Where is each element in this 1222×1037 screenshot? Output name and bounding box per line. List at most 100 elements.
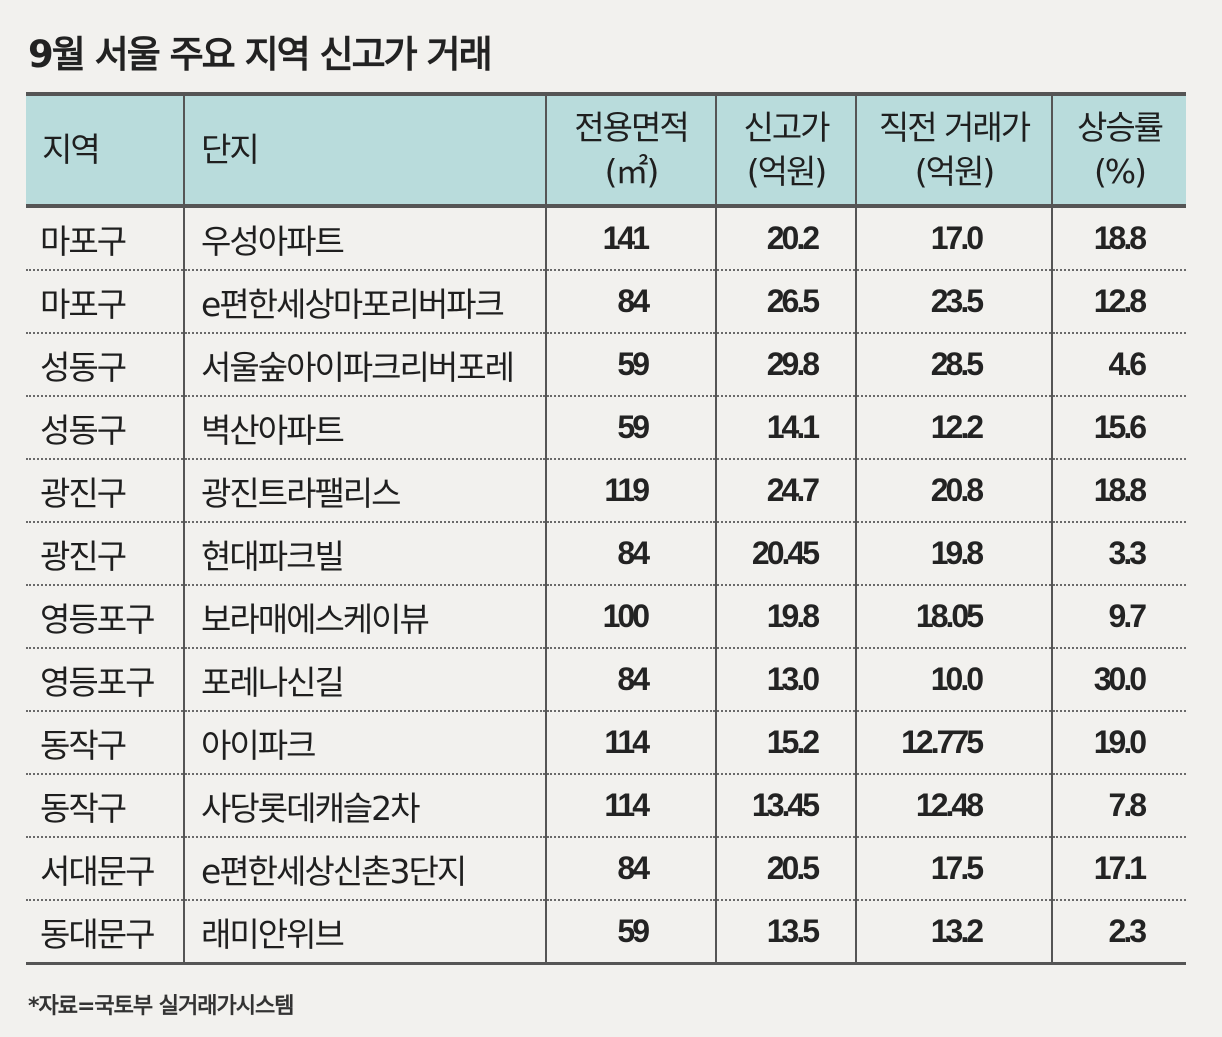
cell-region: 동작구 [26, 774, 184, 838]
cell-new-price: 20.45 [715, 522, 856, 586]
cell-region: 영등포구 [26, 648, 184, 712]
cell-new-price: 19.8 [715, 585, 856, 649]
table-row: 동작구 아이파크 114 15.2 12.775 19.0 [26, 711, 1186, 775]
cell-rate: 15.6 [1051, 396, 1186, 460]
cell-prev-price: 23.5 [855, 270, 1052, 334]
cell-prev-price: 10.0 [855, 648, 1052, 712]
cell-region: 광진구 [26, 459, 184, 523]
cell-area: 100 [545, 585, 716, 649]
cell-region: 마포구 [26, 270, 184, 334]
cell-complex: 보라매에스케이뷰 [183, 585, 546, 649]
table-row: 광진구 현대파크빌 84 20.45 19.8 3.3 [26, 522, 1186, 586]
cell-area: 114 [545, 774, 716, 838]
cell-rate: 30.0 [1051, 648, 1186, 712]
cell-new-price: 13.45 [715, 774, 856, 838]
cell-region: 성동구 [26, 396, 184, 460]
source-note: *자료=국토부 실거래가시스템 [28, 994, 294, 1019]
cell-area: 114 [545, 711, 716, 775]
cell-prev-price: 17.0 [855, 206, 1052, 271]
cell-prev-price: 20.8 [855, 459, 1052, 523]
cell-area: 84 [545, 648, 716, 712]
cell-prev-price: 13.2 [855, 900, 1052, 965]
cell-new-price: 26.5 [715, 270, 856, 334]
header-rate-unit: (%) [1093, 152, 1147, 191]
table-row: 성동구 서울숲아이파크리버포레 59 29.8 28.5 4.6 [26, 333, 1186, 397]
header-rate-label: 상승률 [1076, 108, 1164, 147]
header-area: 전용면적 (㎡) [545, 92, 716, 208]
cell-complex: 현대파크빌 [183, 522, 546, 586]
cell-region: 서대문구 [26, 837, 184, 901]
cell-new-price: 20.5 [715, 837, 856, 901]
cell-area: 84 [545, 270, 716, 334]
cell-prev-price: 12.48 [855, 774, 1052, 838]
cell-rate: 3.3 [1051, 522, 1186, 586]
table-row: 서대문구 e편한세상신촌3단지 84 20.5 17.5 17.1 [26, 837, 1186, 901]
cell-region: 동대문구 [26, 900, 184, 965]
header-complex: 단지 [183, 92, 546, 208]
table-row: 동대문구 래미안위브 59 13.5 13.2 2.3 [26, 900, 1186, 965]
cell-area: 119 [545, 459, 716, 523]
table-title: 9월 서울 주요 지역 신고가 거래 [28, 33, 493, 76]
cell-complex: e편한세상마포리버파크 [183, 270, 546, 334]
cell-new-price: 13.5 [715, 900, 856, 965]
cell-complex: 포레나신길 [183, 648, 546, 712]
header-prev-price-unit: (억원) [914, 152, 995, 191]
table-row: 동작구 사당롯데캐슬2차 114 13.45 12.48 7.8 [26, 774, 1186, 838]
table-row: 마포구 우성아파트 141 20.2 17.0 18.8 [26, 206, 1186, 271]
cell-area: 84 [545, 522, 716, 586]
header-new-price-unit: (억원) [746, 152, 827, 191]
cell-prev-price: 12.2 [855, 396, 1052, 460]
cell-rate: 17.1 [1051, 837, 1186, 901]
cell-region: 동작구 [26, 711, 184, 775]
cell-region: 광진구 [26, 522, 184, 586]
header-region: 지역 [26, 92, 184, 208]
cell-prev-price: 12.775 [855, 711, 1052, 775]
header-new-price: 신고가 (억원) [715, 92, 856, 208]
cell-complex: 우성아파트 [183, 206, 546, 271]
cell-region: 영등포구 [26, 585, 184, 649]
cell-new-price: 29.8 [715, 333, 856, 397]
cell-prev-price: 17.5 [855, 837, 1052, 901]
cell-area: 84 [545, 837, 716, 901]
cell-rate: 7.8 [1051, 774, 1186, 838]
cell-area: 59 [545, 396, 716, 460]
cell-new-price: 15.2 [715, 711, 856, 775]
cell-rate: 2.3 [1051, 900, 1186, 965]
cell-new-price: 13.0 [715, 648, 856, 712]
cell-prev-price: 18.05 [855, 585, 1052, 649]
cell-complex: e편한세상신촌3단지 [183, 837, 546, 901]
header-prev-price: 직전 거래가 (억원) [855, 92, 1052, 208]
cell-rate: 4.6 [1051, 333, 1186, 397]
table-row: 영등포구 포레나신길 84 13.0 10.0 30.0 [26, 648, 1186, 712]
cell-area: 59 [545, 333, 716, 397]
header-new-price-label: 신고가 [743, 108, 830, 147]
cell-region: 마포구 [26, 206, 184, 271]
header-area-unit: (㎡) [604, 152, 660, 191]
price-table: 지역 단지 전용면적 (㎡) 신고가 (억원) 직전 거래가 (억원) 상승률 … [26, 92, 1186, 965]
cell-area: 141 [545, 206, 716, 271]
cell-complex: 광진트라팰리스 [183, 459, 546, 523]
table-row: 영등포구 보라매에스케이뷰 100 19.8 18.05 9.7 [26, 585, 1186, 649]
cell-prev-price: 28.5 [855, 333, 1052, 397]
header-area-label: 전용면적 [574, 108, 689, 147]
cell-complex: 아이파크 [183, 711, 546, 775]
table-row: 성동구 벽산아파트 59 14.1 12.2 15.6 [26, 396, 1186, 460]
cell-rate: 12.8 [1051, 270, 1186, 334]
cell-complex: 사당롯데캐슬2차 [183, 774, 546, 838]
cell-rate: 9.7 [1051, 585, 1186, 649]
cell-prev-price: 19.8 [855, 522, 1052, 586]
table-row: 마포구 e편한세상마포리버파크 84 26.5 23.5 12.8 [26, 270, 1186, 334]
cell-rate: 18.8 [1051, 459, 1186, 523]
header-prev-price-label: 직전 거래가 [878, 108, 1031, 147]
cell-rate: 18.8 [1051, 206, 1186, 271]
cell-complex: 벽산아파트 [183, 396, 546, 460]
cell-complex: 서울숲아이파크리버포레 [183, 333, 546, 397]
cell-complex: 래미안위브 [183, 900, 546, 965]
cell-rate: 19.0 [1051, 711, 1186, 775]
header-rate: 상승률 (%) [1051, 92, 1186, 208]
table-row: 광진구 광진트라팰리스 119 24.7 20.8 18.8 [26, 459, 1186, 523]
cell-new-price: 14.1 [715, 396, 856, 460]
table-header-row: 지역 단지 전용면적 (㎡) 신고가 (억원) 직전 거래가 (억원) 상승률 … [26, 92, 1186, 208]
cell-new-price: 24.7 [715, 459, 856, 523]
cell-new-price: 20.2 [715, 206, 856, 271]
